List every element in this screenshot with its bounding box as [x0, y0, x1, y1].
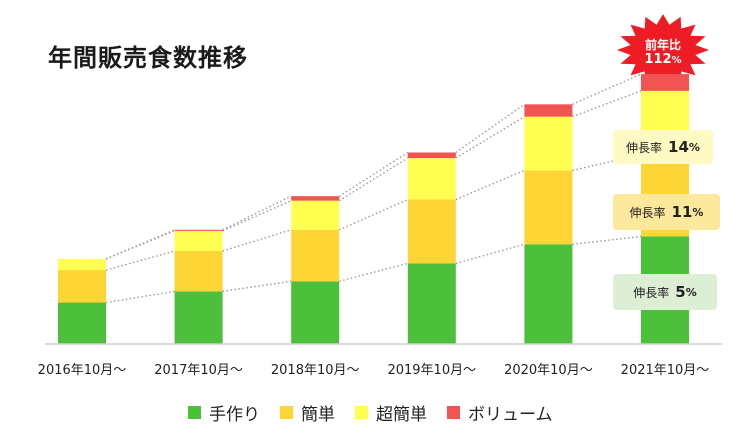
trend-connector [338, 151, 409, 197]
trend-connector [338, 157, 409, 202]
growth-label-value: 5 [675, 283, 686, 301]
bar-segment [58, 258, 106, 271]
bar-segment [174, 230, 223, 252]
trend-connector [455, 169, 525, 201]
yoy-badge-label: 前年比 [644, 38, 681, 52]
x-tick-labels: 2016年10月～ 2017年10月～ 2018年10月～ 2019年10月～ 2020… [38, 363, 710, 378]
growth-label-unit: % [692, 205, 704, 219]
growth-label-value: 11 [671, 203, 693, 221]
bar-segment [291, 281, 340, 344]
trend-connector [222, 280, 292, 293]
growth-label-easy: 伸長率 11% [613, 194, 720, 230]
trend-connector [222, 199, 292, 232]
growth-label-handmade: 伸長率 5% [613, 274, 717, 310]
trend-connector [105, 229, 175, 260]
trend-connector [455, 103, 525, 154]
legend-label: 手作り [209, 405, 260, 425]
legend-swatch [188, 406, 201, 419]
x-tick-label: 2020年10月～ [504, 363, 593, 378]
yoy-badge [617, 14, 709, 86]
yoy-badge-starburst [617, 14, 709, 86]
bar-segment [407, 263, 456, 344]
legend-item-handmade: 手作り [188, 400, 260, 425]
bar-segment [407, 158, 456, 200]
growth-label-unit: % [685, 285, 697, 299]
bar-segment [524, 104, 573, 117]
bar-segment [174, 291, 223, 344]
growth-label-unit: % [688, 140, 700, 154]
x-tick-label: 2018年10月～ [271, 363, 360, 378]
trend-connector [455, 116, 525, 159]
legend-item-easy: 簡単 [280, 400, 335, 425]
x-tick-label: 2019年10月～ [387, 363, 476, 378]
trend-connector [222, 195, 292, 231]
bar-segment [58, 270, 106, 303]
trend-connector [572, 90, 642, 118]
trend-connector-lines [105, 73, 642, 304]
bars [58, 74, 689, 344]
bar-segment [641, 74, 689, 91]
growth-label-text: 伸長率 [626, 140, 663, 155]
bar-segment [407, 199, 456, 264]
growth-label-value: 14 [668, 138, 689, 156]
bar-segment [291, 196, 340, 201]
growth-label-super-easy: 伸長率 14% [613, 130, 713, 164]
x-tick-label: 2017年10月～ [154, 363, 243, 378]
bar-segment [58, 302, 106, 344]
yoy-badge-value: 112 [644, 52, 672, 68]
yoy-badge-text: 前年比 112% [618, 38, 708, 68]
legend-swatch [355, 406, 368, 419]
bar-segment [524, 244, 573, 344]
trend-connector [105, 250, 175, 271]
legend-label: 超簡単 [376, 405, 427, 425]
legend-item-super-easy: 超簡単 [355, 400, 427, 425]
x-tick-label: 2021年10月～ [621, 363, 710, 378]
bar-segment [291, 229, 340, 282]
bar-segment [174, 251, 223, 292]
trend-connector [572, 73, 642, 105]
x-tick-label: 2016年10月～ [38, 363, 127, 378]
trend-connector [222, 229, 292, 252]
trend-connector [572, 235, 642, 246]
legend-swatch [280, 406, 293, 419]
growth-label-text: 伸長率 [633, 285, 670, 300]
legend-label: 簡単 [301, 405, 335, 425]
legend: 手作り 簡単 超簡単 ボリューム [188, 400, 553, 425]
growth-label-text: 伸長率 [629, 205, 666, 220]
trend-connector [338, 198, 409, 231]
legend-swatch [447, 406, 460, 419]
bar-segment [291, 200, 340, 230]
bar-segment [524, 170, 573, 245]
yoy-badge-unit: % [671, 55, 682, 67]
trend-connector [339, 262, 408, 282]
trend-connector [105, 290, 175, 304]
bar-segment [524, 116, 573, 171]
bar-segment [174, 229, 223, 231]
trend-connector [455, 243, 525, 265]
legend-label: ボリューム [468, 405, 553, 425]
chart-title: 年間販売食数推移 [48, 44, 248, 72]
bar-segment [407, 152, 456, 159]
legend-item-volume: ボリューム [447, 400, 553, 425]
